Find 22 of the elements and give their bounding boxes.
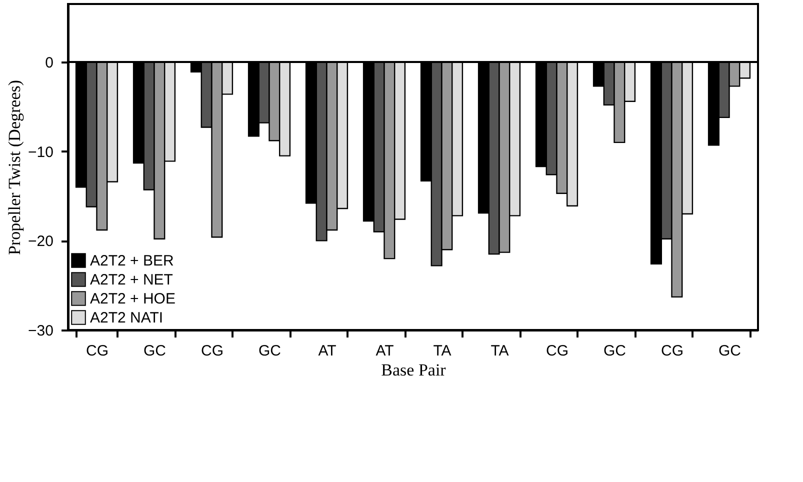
x-tick-label: GC bbox=[258, 342, 282, 360]
x-tick-label: CG bbox=[546, 342, 568, 360]
y-axis-title: Propeller Twist (Degrees) bbox=[5, 80, 24, 256]
x-tick-label: AT bbox=[376, 342, 394, 360]
legend-label: A2T2 + HOE bbox=[90, 290, 176, 308]
legend-label: A2T2 NATI bbox=[90, 310, 164, 326]
x-tick-label: GC bbox=[604, 342, 626, 360]
x-tick-label: GC bbox=[718, 342, 742, 360]
y-tick-label: 0 bbox=[45, 54, 54, 72]
x-tick-label: TA bbox=[490, 342, 509, 360]
x-tick-label: CG bbox=[661, 342, 684, 360]
x-tick-label: GC bbox=[144, 342, 166, 360]
x-axis-title: Base Pair bbox=[381, 360, 446, 380]
x-tick-label: AT bbox=[318, 342, 336, 360]
legend-label: A2T2 + BER bbox=[90, 252, 174, 270]
y-tick-label: −20 bbox=[28, 233, 54, 250]
y-tick-label: −30 bbox=[28, 322, 54, 340]
y-tick-label: −10 bbox=[28, 144, 54, 161]
legend-label: A2T2 + NET bbox=[90, 272, 173, 288]
x-tick-label: CG bbox=[86, 342, 108, 360]
x-tick-label: CG bbox=[201, 342, 224, 360]
x-tick-label: TA bbox=[433, 342, 452, 360]
